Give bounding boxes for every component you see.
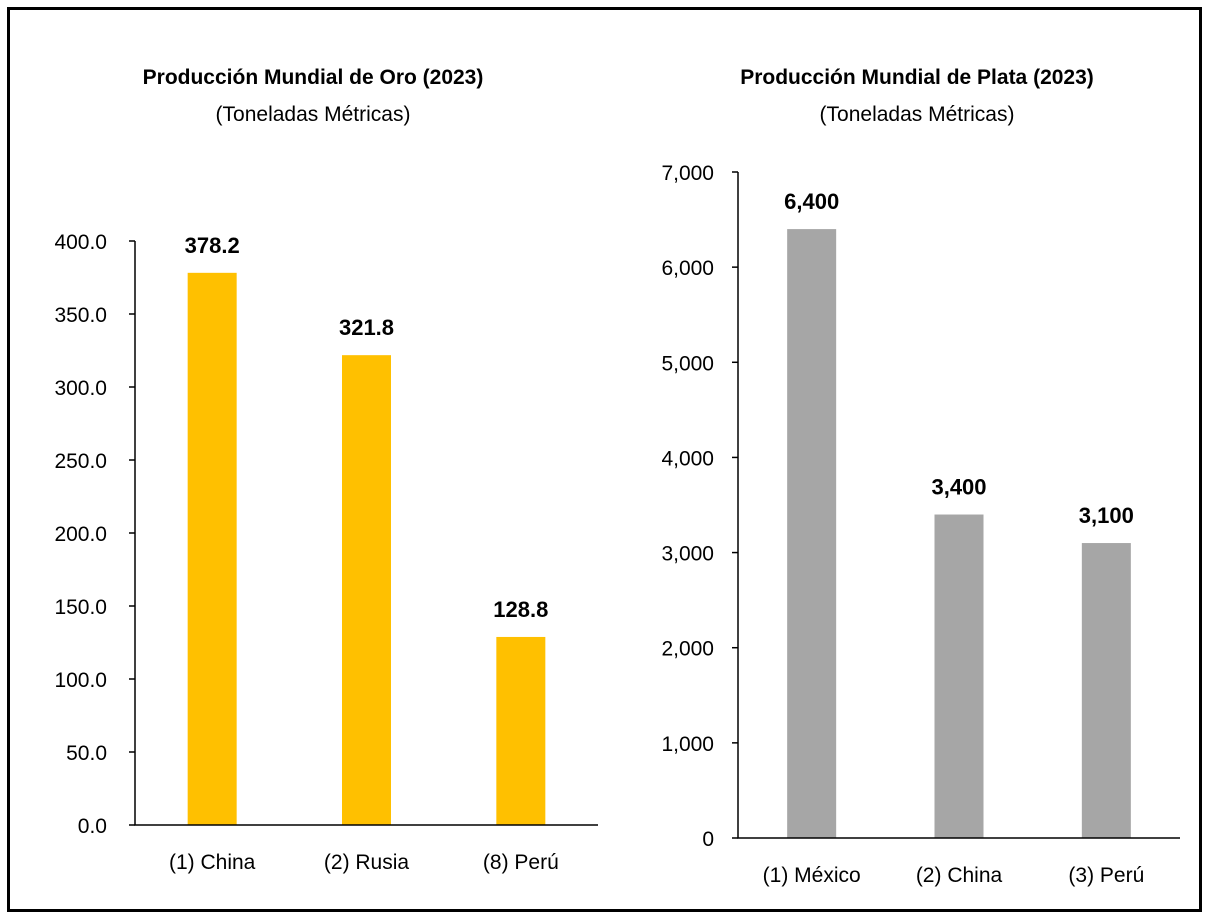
silver-data-label: 3,100 bbox=[1079, 503, 1134, 528]
gold-y-tick-label: 200.0 bbox=[54, 523, 107, 546]
silver-bar bbox=[934, 514, 984, 838]
gold-data-labels: 378.2 321.8 128.8 bbox=[185, 233, 549, 622]
silver-y-tick-label: 0 bbox=[702, 828, 714, 851]
gold-data-label: 378.2 bbox=[185, 233, 240, 258]
gold-category-label: (2) Rusia bbox=[324, 851, 410, 874]
silver-y-tick-label: 5,000 bbox=[661, 352, 714, 375]
silver-chart: Producción Mundial de Plata (2023) (Tone… bbox=[661, 66, 1180, 887]
silver-chart-title: Producción Mundial de Plata (2023) bbox=[740, 66, 1094, 89]
silver-data-label: 6,400 bbox=[784, 189, 839, 214]
gold-y-tick-label: 150.0 bbox=[54, 596, 107, 619]
silver-data-labels: 6,400 3,400 3,100 bbox=[784, 189, 1134, 528]
silver-y-tick-label: 1,000 bbox=[661, 733, 714, 756]
silver-y-tick-label: 7,000 bbox=[661, 162, 714, 185]
silver-y-tick-label: 6,000 bbox=[661, 257, 714, 280]
gold-chart: Producción Mundial de Oro (2023) (Tonela… bbox=[54, 66, 598, 874]
gold-bar bbox=[187, 272, 237, 825]
gold-category-label: (1) China bbox=[169, 851, 256, 874]
silver-y-tick-label: 4,000 bbox=[661, 447, 714, 470]
gold-bar bbox=[342, 355, 391, 825]
gold-category-label: (8) Perú bbox=[483, 851, 559, 874]
silver-y-tick-label: 3,000 bbox=[661, 543, 714, 566]
gold-data-label: 321.8 bbox=[339, 315, 394, 340]
gold-y-tick-label: 50.0 bbox=[66, 742, 107, 765]
silver-y-tick-label: 2,000 bbox=[661, 638, 714, 661]
gold-y-tick-label: 400.0 bbox=[54, 231, 107, 254]
gold-bar bbox=[496, 636, 546, 825]
gold-axes bbox=[134, 241, 598, 826]
silver-data-label: 3,400 bbox=[931, 475, 986, 500]
gold-y-axis-ticks: 0.0 50.0 100.0 150.0 200.0 250.0 300.0 350.0 400… bbox=[54, 231, 135, 838]
silver-chart-subtitle: (Toneladas Métricas) bbox=[820, 103, 1015, 126]
gold-chart-subtitle: (Toneladas Métricas) bbox=[216, 103, 411, 126]
gold-x-axis-categories: (1) China (2) Rusia (8) Perú bbox=[169, 851, 559, 874]
gold-y-tick-label: 0.0 bbox=[78, 815, 107, 838]
silver-x-axis-categories: (1) México (2) China (3) Perú bbox=[763, 864, 1145, 887]
silver-bar bbox=[1081, 543, 1131, 838]
silver-axes bbox=[737, 172, 1180, 839]
silver-bars bbox=[787, 229, 1131, 839]
gold-y-tick-label: 100.0 bbox=[54, 669, 107, 692]
gold-y-tick-label: 250.0 bbox=[54, 450, 107, 473]
gold-y-tick-label: 300.0 bbox=[54, 377, 107, 400]
gold-chart-title: Producción Mundial de Oro (2023) bbox=[143, 66, 484, 89]
silver-category-label: (1) México bbox=[763, 864, 861, 887]
silver-y-axis-ticks: 0 1,000 2,000 3,000 4,000 5,000 6,000 7,000 bbox=[661, 162, 738, 851]
silver-bar bbox=[787, 229, 837, 839]
silver-category-label: (2) China bbox=[916, 864, 1003, 887]
silver-category-label: (3) Perú bbox=[1068, 864, 1144, 887]
gold-bars bbox=[187, 272, 546, 825]
gold-data-label: 128.8 bbox=[493, 597, 548, 622]
gold-y-tick-label: 350.0 bbox=[54, 304, 107, 327]
